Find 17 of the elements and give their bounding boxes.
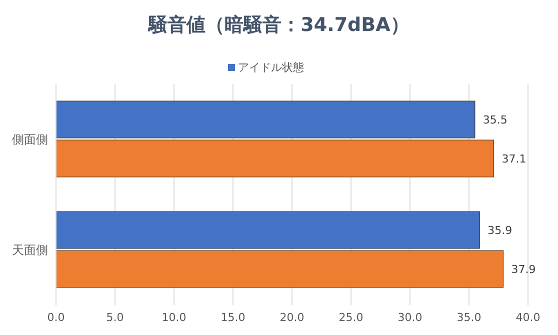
x-tick-label: 20.0: [280, 310, 304, 324]
x-tick-label: 5.0: [106, 310, 124, 324]
data-label: 37.1: [502, 152, 526, 166]
x-tick-label: 15.0: [220, 310, 246, 324]
legend-label: アイドル状態: [237, 60, 304, 75]
y-tick-label: 側面側: [12, 132, 48, 147]
x-tick-label: 10.0: [162, 310, 186, 324]
x-tick-label: 35.0: [456, 310, 482, 324]
y-tick-label: 天面側: [12, 243, 48, 258]
x-tick-label: 25.0: [338, 310, 364, 324]
data-label: 35.5: [482, 113, 508, 126]
x-tick-label: 40.0: [516, 310, 540, 324]
x-tick-label: 30.0: [398, 310, 422, 324]
data-label: 37.9: [511, 262, 536, 276]
x-tick-label: 0.0: [47, 310, 65, 324]
chart-title: 騒音値（暗騒音：34.7dBA）: [146, 13, 410, 38]
data-label: 35.9: [488, 224, 512, 237]
